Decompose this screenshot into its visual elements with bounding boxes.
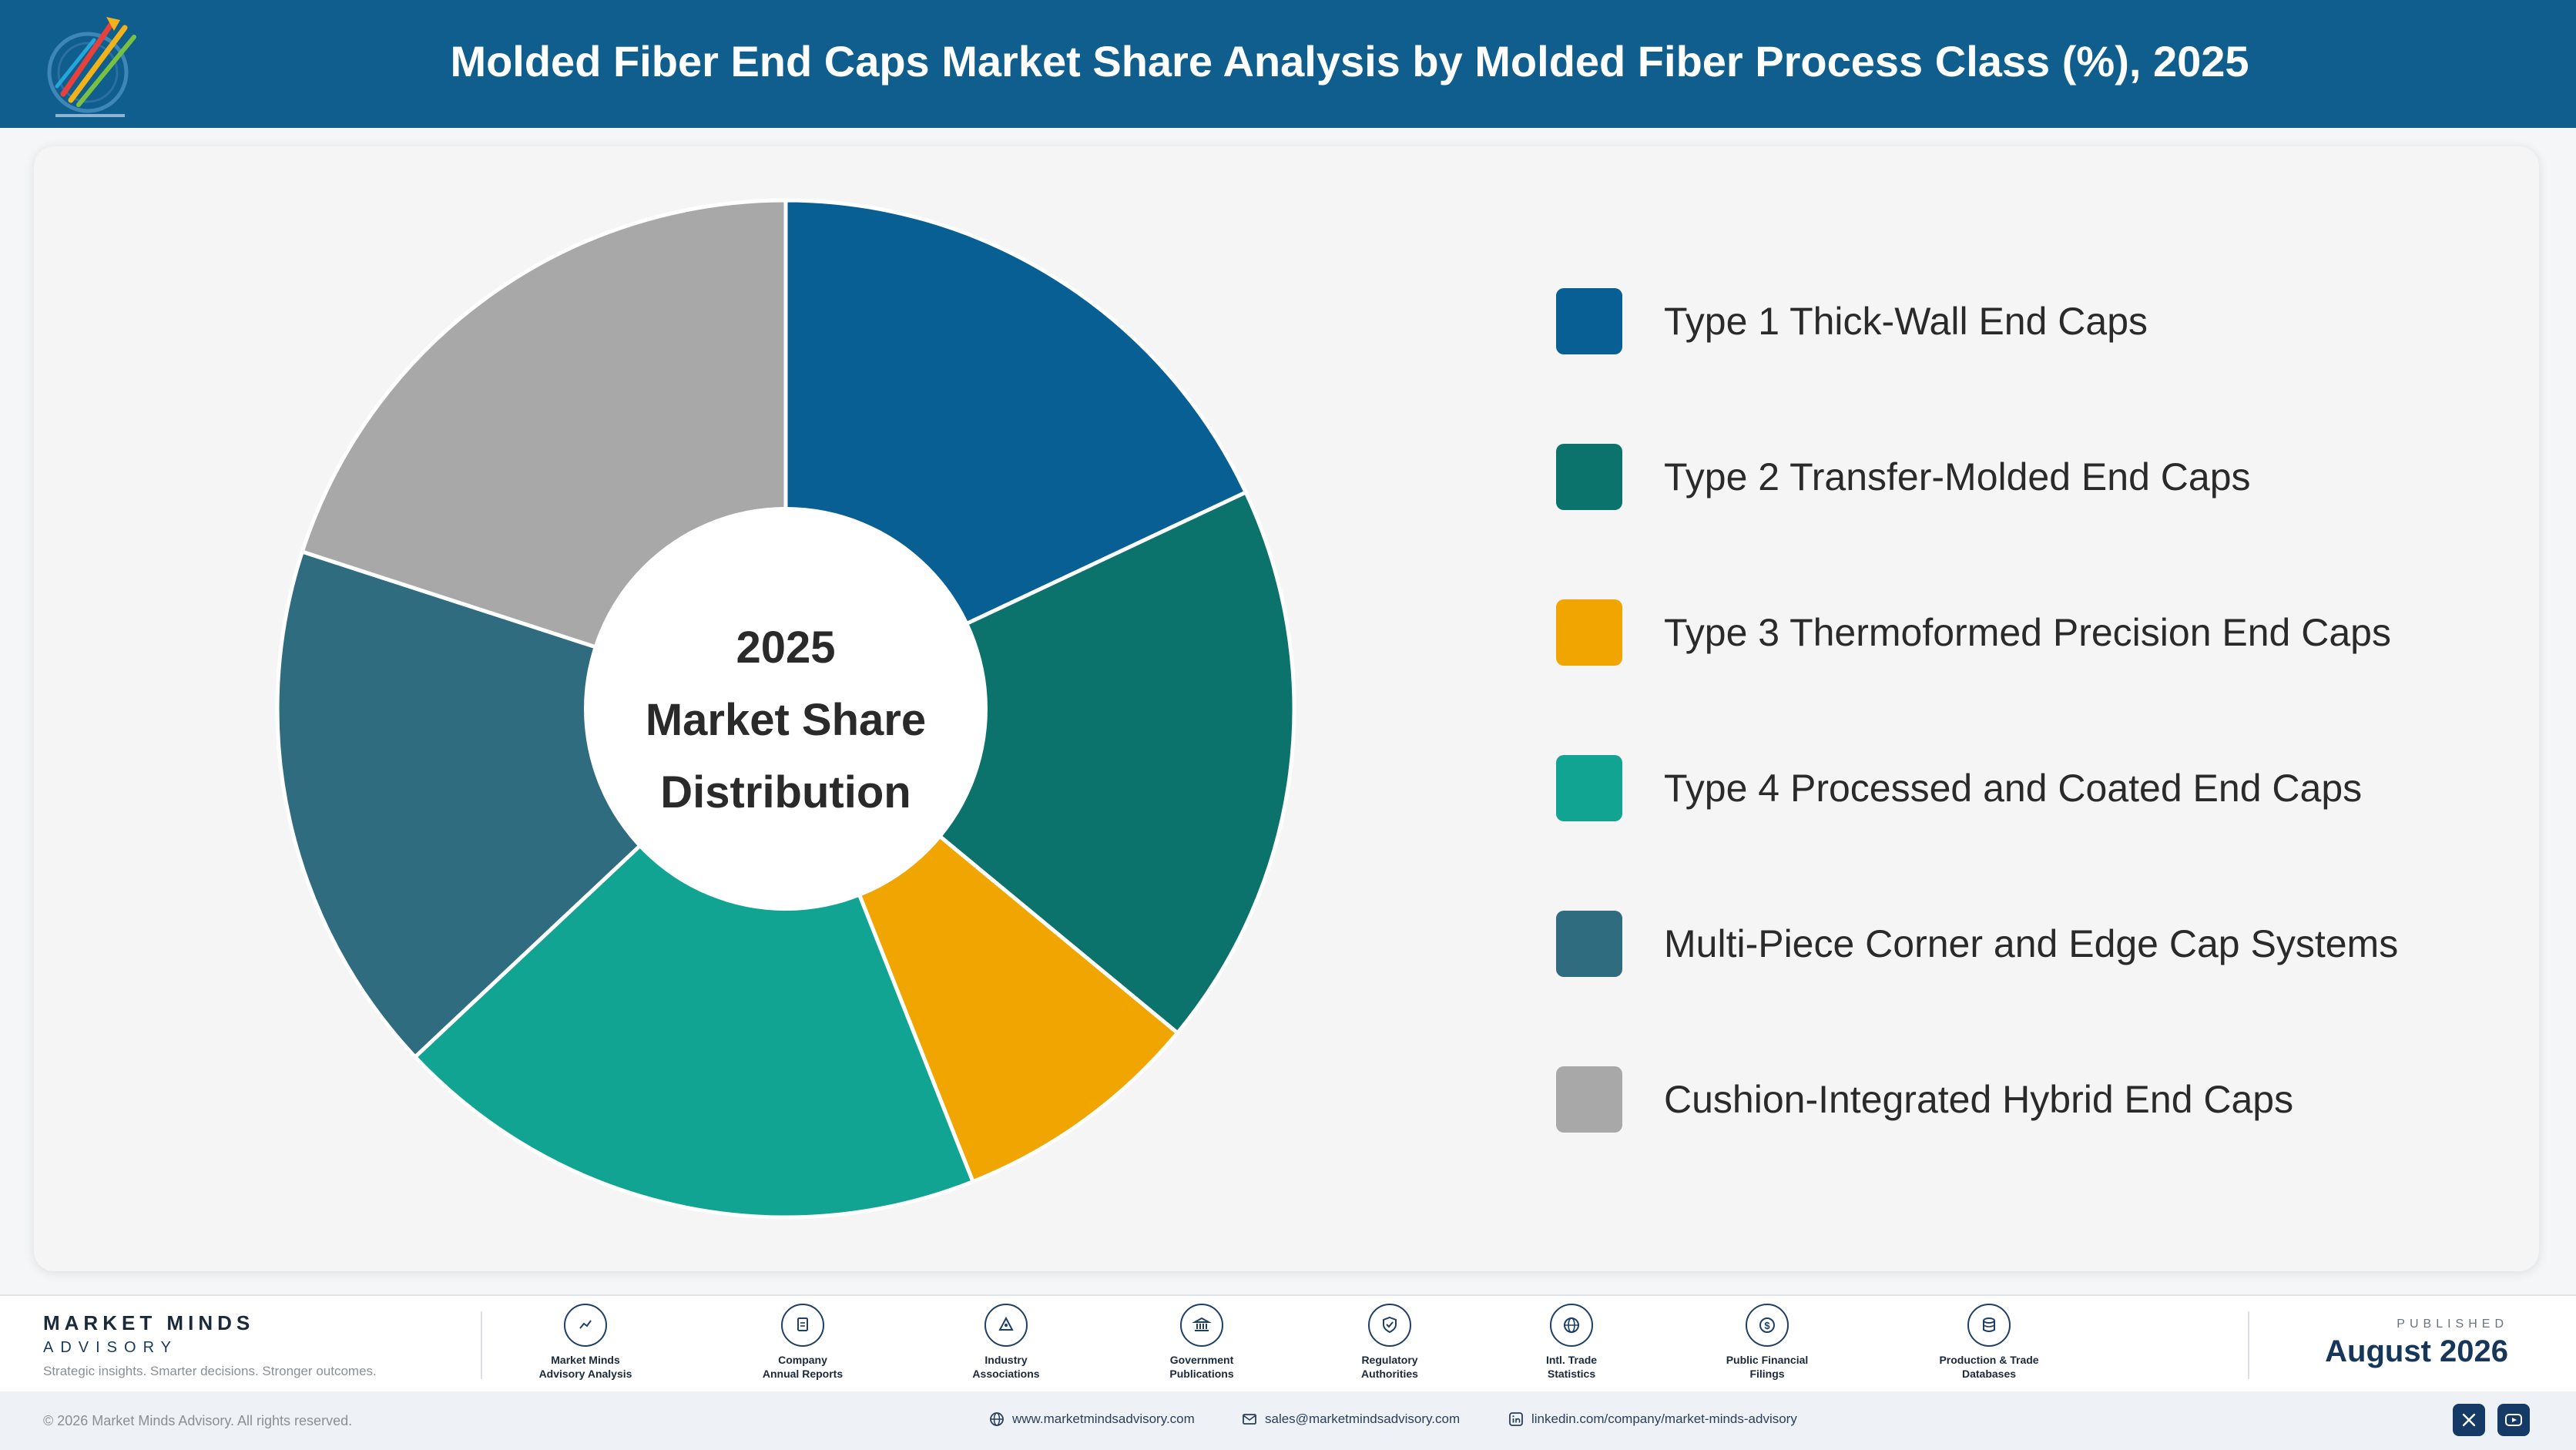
youtube-social-button[interactable]: [2497, 1404, 2530, 1436]
data-source-item: Company Annual Reports: [718, 1304, 887, 1381]
legend-swatch: [1556, 755, 1622, 821]
data-source-label: Company Annual Reports: [718, 1353, 887, 1381]
legend-item: Type 2 Transfer-Molded End Caps: [1556, 444, 2251, 510]
legend-label: Type 3 Thermoformed Precision End Caps: [1664, 611, 2391, 654]
data-source-label-line: Company: [778, 1354, 827, 1366]
brand-subtitle: ADVISORY: [43, 1339, 178, 1356]
x-social-button[interactable]: [2453, 1404, 2485, 1436]
pie-chart: 2025 Market Share Distribution: [275, 198, 1296, 1220]
data-source-label-line: Intl. Trade: [1545, 1354, 1598, 1366]
legend-label: Type 1 Thick-Wall End Caps: [1664, 300, 2148, 343]
globe-icon: [1550, 1304, 1593, 1347]
trend-chart-icon: [564, 1304, 607, 1347]
center-label-year: 2025: [736, 623, 835, 673]
divider: [481, 1311, 482, 1379]
dollar-coin-icon: $: [1746, 1304, 1789, 1347]
shield-check-icon: [1368, 1304, 1411, 1347]
data-source-item: Government Publications: [1117, 1304, 1286, 1381]
legend-swatch: [1556, 288, 1622, 354]
data-source-label: Intl. Trade Statistics: [1487, 1353, 1656, 1381]
data-source-label: Public Financial Filings: [1682, 1353, 1852, 1381]
youtube-icon: [2505, 1414, 2522, 1426]
data-source-label-line: Authorities: [1361, 1368, 1418, 1380]
legend-swatch: [1556, 444, 1622, 510]
copyright-text: © 2026 Market Minds Advisory. All rights…: [43, 1413, 353, 1428]
legend-swatch: [1556, 911, 1622, 977]
data-source-item: Production & Trade Databases: [1904, 1304, 2074, 1381]
data-source-item: Market Minds Advisory Analysis: [501, 1304, 670, 1381]
mail-icon: [1243, 1414, 1256, 1425]
network-icon: [984, 1304, 1028, 1347]
legend-label: Multi-Piece Corner and Edge Cap Systems: [1664, 922, 2399, 965]
document-icon: [781, 1304, 824, 1347]
legend-item: Multi-Piece Corner and Edge Cap Systems: [1556, 911, 2398, 977]
center-label-subtitle: Distribution: [660, 767, 911, 817]
x-icon: [2462, 1413, 2476, 1427]
data-source-label: Industry Associations: [921, 1353, 1091, 1381]
legend-label: Type 2 Transfer-Molded End Caps: [1664, 455, 2251, 498]
data-source-label-line: Production & Trade: [1939, 1354, 2039, 1366]
pie-slice: [783, 490, 1296, 1035]
data-source-label-line: Public Financial: [1726, 1354, 1809, 1366]
data-source-label-line: Associations: [972, 1368, 1040, 1380]
data-source-label-line: Statistics: [1547, 1368, 1596, 1380]
data-source-item: $ Public Financial Filings: [1682, 1304, 1852, 1381]
website-text: www.marketmindsadvisory.com: [1012, 1411, 1195, 1426]
divider: [2248, 1311, 2249, 1379]
data-source-item: Industry Associations: [921, 1304, 1091, 1381]
data-source-item: Intl. Trade Statistics: [1487, 1304, 1656, 1381]
legend-label: Type 4 Processed and Coated End Caps: [1664, 767, 2363, 810]
globe-icon: [990, 1412, 1004, 1426]
brand-tagline: Strategic insights. Smarter decisions. S…: [43, 1364, 377, 1378]
data-source-label-line: Advisory Analysis: [538, 1368, 632, 1380]
legend-label: Cushion-Integrated Hybrid End Caps: [1664, 1078, 2294, 1121]
data-source-label-line: Publications: [1169, 1368, 1234, 1380]
data-source-label-line: Filings: [1749, 1368, 1785, 1380]
bottom-bar: © 2026 Market Minds Advisory. All rights…: [0, 1391, 2576, 1450]
data-source-label-line: Industry: [984, 1354, 1028, 1366]
email-link[interactable]: sales@marketmindsadvisory.com: [1242, 1411, 1460, 1427]
data-source-label: Production & Trade Databases: [1904, 1353, 2074, 1381]
footer: MARKET MINDS ADVISORY Strategic insights…: [0, 1294, 2576, 1391]
page-title: Molded Fiber End Caps Market Share Analy…: [450, 37, 2249, 86]
data-source-label-line: Annual Reports: [762, 1368, 844, 1380]
data-source-label-line: Databases: [1961, 1368, 2017, 1380]
data-source-label: Regulatory Authorities: [1305, 1353, 1474, 1381]
government-building-icon: [1180, 1304, 1223, 1347]
center-label-title: Market Share: [646, 695, 926, 745]
legend-item: Type 3 Thermoformed Precision End Caps: [1556, 599, 2391, 666]
database-icon: [1967, 1304, 2011, 1347]
legend-swatch: [1556, 1066, 1622, 1133]
company-logo: [40, 9, 148, 123]
data-source-label-line: Market Minds: [551, 1354, 620, 1366]
data-source-item: Regulatory Authorities: [1305, 1304, 1474, 1381]
data-source-label: Government Publications: [1117, 1353, 1286, 1381]
legend-item: Type 1 Thick-Wall End Caps: [1556, 288, 2148, 354]
published-date: August 2026: [2325, 1334, 2508, 1368]
svg-text:$: $: [1764, 1320, 1770, 1331]
data-source-label-line: Regulatory: [1361, 1354, 1418, 1366]
published-label: PUBLISHED: [2397, 1317, 2508, 1331]
legend-item: Cushion-Integrated Hybrid End Caps: [1556, 1066, 2293, 1133]
linkedin-icon: [1509, 1412, 1523, 1426]
linkedin-text: linkedin.com/company/market-minds-adviso…: [1531, 1411, 1797, 1426]
brand-name: MARKET MINDS: [43, 1311, 255, 1334]
legend-item: Type 4 Processed and Coated End Caps: [1556, 755, 2362, 821]
email-text: sales@marketmindsadvisory.com: [1265, 1411, 1461, 1426]
linkedin-link[interactable]: linkedin.com/company/market-minds-adviso…: [1508, 1411, 1797, 1427]
data-source-label-line: Government: [1169, 1354, 1234, 1366]
data-source-label: Market Minds Advisory Analysis: [501, 1353, 670, 1381]
donut-hole: [584, 507, 988, 911]
website-link[interactable]: www.marketmindsadvisory.com: [989, 1411, 1195, 1427]
header-bar: Molded Fiber End Caps Market Share Analy…: [0, 0, 2576, 128]
legend-swatch: [1556, 599, 1622, 666]
